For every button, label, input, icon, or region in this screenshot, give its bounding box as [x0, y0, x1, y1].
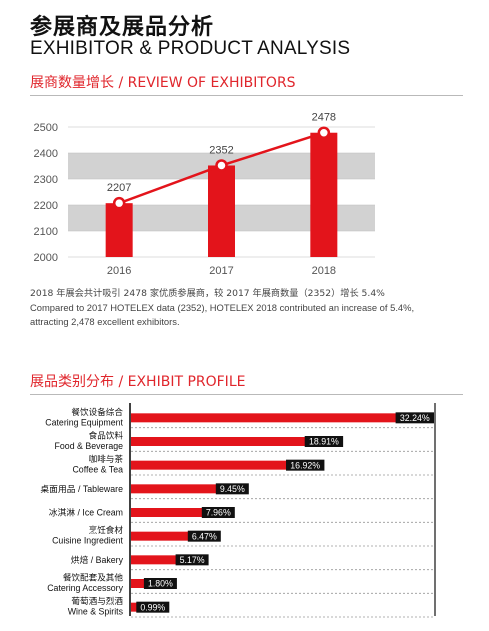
category-label-cn: 葡萄酒与烈酒 [71, 595, 123, 607]
percent-box [201, 507, 235, 518]
category-label-cn: 餐饮设备综合 [71, 406, 123, 418]
x-tick-label: 2017 [209, 265, 233, 277]
percent-box [175, 554, 209, 566]
page-title-cn: 参展商及展品分析 [30, 15, 215, 40]
description-cn: 2018 年展会共计吸引 2478 家优质参展商，较 2017 年展商数量（23… [30, 288, 385, 299]
exhibitor-description: 2018 年展会共计吸引 2478 家优质参展商，较 2017 年展商数量（23… [30, 287, 470, 329]
percent-label: 16.92% [290, 460, 320, 470]
profile-bar [131, 460, 291, 470]
profile-bar [131, 531, 192, 541]
percent-box [304, 436, 344, 447]
percent-label: 9.45% [220, 484, 245, 494]
page-title-en: EXHIBITOR & PRODUCT ANALYSIS [30, 38, 351, 59]
section-title-exhibitors: 展商数量增长 / REVIEW OF EXHIBITORS [30, 75, 296, 91]
profile-bar [131, 602, 141, 612]
data-label: 2478 [312, 112, 336, 124]
profile-bar [131, 413, 434, 423]
category-label-en: Catering Equipment [45, 417, 123, 427]
description-en-line2: attracting 2,478 excellent exhibitors. [30, 316, 180, 327]
percent-box [136, 601, 170, 613]
section-title-profile: 展品类别分布 / EXHIBIT PROFILE [30, 374, 246, 390]
category-label-cn: 咖啡与茶 [89, 453, 124, 465]
section-divider [30, 95, 463, 96]
percent-label: 6.47% [192, 531, 217, 541]
x-tick-label: 2018 [312, 265, 336, 277]
profile-bar [131, 555, 180, 565]
category-label-en: Food & Beverage [55, 441, 124, 451]
category-label-en: Cuisine Ingredient [52, 536, 123, 546]
category-label: 冰淇淋 / Ice Cream [49, 507, 123, 518]
profile-bar [131, 579, 148, 588]
percent-box [187, 530, 221, 542]
percent-label: 32.24% [400, 413, 430, 423]
category-label-cn: 餐饮配套及其他 [63, 572, 124, 584]
y-tick-label: 2200 [34, 200, 58, 212]
percent-box [143, 578, 177, 589]
category-label-cn: 烹饪食材 [89, 524, 124, 536]
y-tick-label: 2300 [34, 174, 58, 186]
y-tick-label: 2000 [34, 252, 58, 264]
category-label: 桌面用品 / Tableware [40, 483, 123, 494]
percent-label: 18.91% [309, 437, 339, 447]
trend-point [317, 126, 331, 139]
category-label-cn: 食品饮料 [89, 430, 124, 442]
percent-label: 7.96% [206, 508, 231, 518]
percent-box [286, 459, 325, 471]
profile-bar [131, 484, 220, 494]
data-label: 2207 [107, 182, 131, 194]
bar-2016 [105, 203, 133, 257]
y-tick-label: 2400 [34, 148, 58, 160]
category-label-en: Wine & Spirits [68, 607, 124, 617]
data-label: 2352 [209, 144, 233, 156]
category-label: 烘焙 / Bakery [71, 554, 124, 565]
x-tick-label: 2016 [107, 265, 131, 277]
percent-box [395, 412, 434, 424]
profile-bar [131, 437, 309, 446]
trend-point [215, 159, 228, 172]
percent-label: 0.99% [140, 602, 165, 612]
bar-2017 [208, 165, 235, 257]
section-divider [30, 394, 463, 395]
bar-2018 [310, 132, 338, 257]
profile-bar [131, 508, 206, 517]
percent-label: 5.17% [180, 555, 205, 565]
category-label-en: Coffee & Tea [72, 465, 123, 475]
category-label-en: Catering Accessory [47, 583, 123, 593]
percent-label: 1.80% [148, 579, 173, 589]
y-tick-label: 2100 [34, 226, 58, 238]
trend-point [112, 196, 126, 210]
y-tick-label: 2500 [34, 122, 58, 134]
description-en-line1: Compared to 2017 HOTELEX data (2352), HO… [30, 302, 415, 313]
percent-box [215, 483, 249, 495]
